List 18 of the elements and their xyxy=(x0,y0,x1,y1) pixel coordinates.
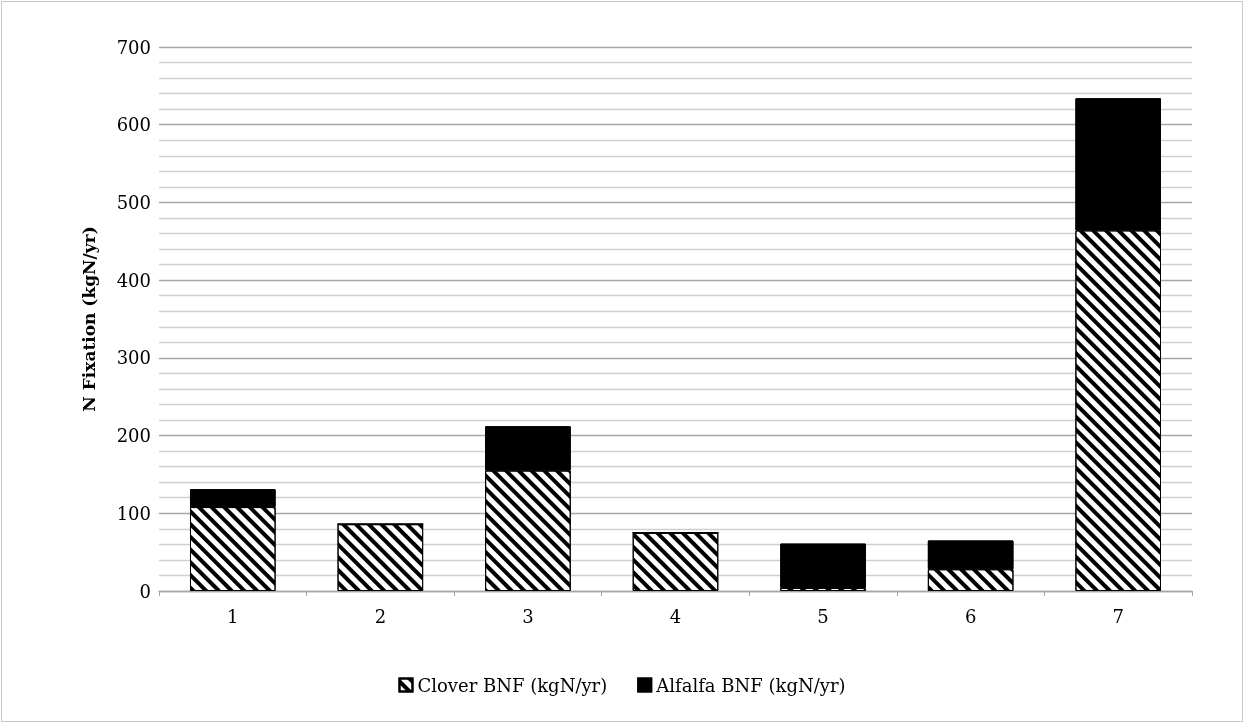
y-tick-label: 400 xyxy=(116,269,151,291)
legend-label: Clover BNF (kgN/yr) xyxy=(417,674,608,696)
y-tick-label: 600 xyxy=(116,114,151,136)
y-tick-label: 500 xyxy=(116,191,151,213)
x-tick-label: 4 xyxy=(669,605,682,627)
x-tick-label: 2 xyxy=(374,605,387,627)
y-tick-label: 200 xyxy=(116,425,151,447)
y-tick-label: 0 xyxy=(139,580,151,602)
x-tick-label: 5 xyxy=(817,605,829,627)
x-tick-label: 3 xyxy=(522,605,534,627)
x-tick-label: 7 xyxy=(1112,605,1124,627)
y-tick-label: 100 xyxy=(116,502,151,524)
y-axis-title: N Fixation (kgN/yr) xyxy=(78,226,99,412)
x-tick-label: 6 xyxy=(964,605,977,627)
y-tick-label: 700 xyxy=(116,36,151,58)
y-tick-label: 300 xyxy=(116,347,151,369)
x-tick-label: 1 xyxy=(227,605,239,627)
legend-label: Alfalfa BNF (kgN/yr) xyxy=(655,674,846,696)
